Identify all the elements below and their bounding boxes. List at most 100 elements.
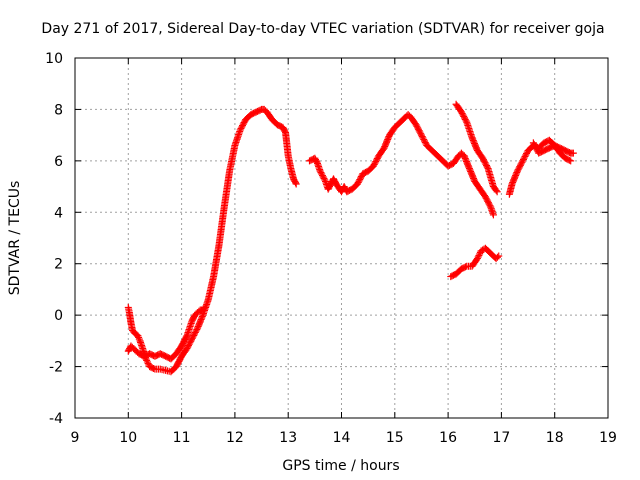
data-point <box>532 145 540 153</box>
x-tick-label: 12 <box>226 430 244 446</box>
data-point <box>479 154 487 162</box>
data-point <box>371 159 379 167</box>
data-point <box>320 174 328 182</box>
data-point <box>357 173 365 181</box>
data-point <box>532 143 540 151</box>
y-tick-label: -2 <box>49 360 63 376</box>
data-point <box>475 251 483 259</box>
data-point <box>421 138 429 146</box>
data-point <box>489 211 497 219</box>
data-point <box>372 158 380 166</box>
x-tick-label: 10 <box>119 430 137 446</box>
data-point <box>292 179 300 187</box>
series-track-4 <box>452 100 501 196</box>
data-point <box>482 160 490 168</box>
data-point <box>480 157 488 165</box>
data-point <box>238 123 246 131</box>
data-point <box>319 173 327 181</box>
x-tick-label: 14 <box>333 430 351 446</box>
series-track-2-main <box>124 105 300 376</box>
data-point <box>458 109 466 117</box>
data-marks <box>124 100 577 376</box>
data-point <box>417 131 425 139</box>
data-point <box>292 180 300 188</box>
x-tick-label: 15 <box>386 430 404 446</box>
data-point <box>419 134 427 142</box>
data-point <box>317 169 325 177</box>
data-point <box>239 120 247 128</box>
grid-lines <box>75 58 608 418</box>
data-point <box>459 111 467 119</box>
data-point <box>486 202 494 210</box>
data-point <box>183 345 191 353</box>
series-track-6 <box>505 136 575 198</box>
data-point <box>483 162 491 170</box>
data-point <box>370 161 378 169</box>
data-point <box>188 334 196 342</box>
x-tick-label: 9 <box>71 430 80 446</box>
data-point <box>513 167 521 175</box>
x-axis-label: GPS time / hours <box>282 458 399 474</box>
data-point <box>357 174 365 182</box>
data-point <box>474 253 482 261</box>
data-point <box>493 253 501 261</box>
data-point <box>191 330 199 338</box>
data-point <box>239 122 247 130</box>
data-point <box>516 163 524 171</box>
data-point <box>144 359 152 367</box>
data-point <box>191 328 199 336</box>
data-point <box>318 170 326 178</box>
data-point <box>567 157 575 165</box>
data-point <box>473 255 481 263</box>
data-point <box>415 127 423 135</box>
x-tick-label: 13 <box>279 430 297 446</box>
data-point <box>190 331 198 339</box>
y-tick-label: -4 <box>49 411 63 427</box>
data-point <box>353 180 361 188</box>
data-point <box>414 124 422 132</box>
data-point <box>460 114 468 122</box>
axes: 9 10 11 12 13 14 15 16 17 18 19 -4 -2 0 2 4 6 8 10 <box>45 51 617 446</box>
data-point <box>143 358 151 366</box>
data-point <box>514 166 522 174</box>
data-point <box>519 157 527 165</box>
data-point <box>373 155 381 163</box>
data-point <box>186 339 194 347</box>
x-tick-label: 16 <box>439 430 457 446</box>
data-point <box>369 162 377 170</box>
series-track-7 <box>529 139 577 157</box>
data-point <box>481 159 489 167</box>
y-tick-label: 6 <box>54 154 63 170</box>
data-point <box>185 340 193 348</box>
data-point <box>517 160 525 168</box>
data-point <box>187 337 195 345</box>
data-point <box>485 200 493 208</box>
data-point <box>516 161 524 169</box>
data-point <box>355 177 363 185</box>
data-point <box>316 167 324 175</box>
y-tick-label: 2 <box>54 257 63 273</box>
data-point <box>150 365 158 372</box>
x-tick-label: 19 <box>599 430 617 446</box>
data-point <box>521 152 529 160</box>
data-point <box>515 164 523 172</box>
data-point <box>143 356 151 364</box>
data-point <box>457 108 465 116</box>
data-point <box>418 133 426 141</box>
data-point <box>531 142 539 150</box>
data-point <box>414 125 422 133</box>
data-point <box>519 155 527 163</box>
chart-title: Day 271 of 2017, Sidereal Day-to-day VTE… <box>41 21 604 37</box>
y-tick-label: 4 <box>54 205 63 221</box>
data-point <box>413 122 421 130</box>
data-point <box>482 194 490 202</box>
data-point <box>529 139 537 147</box>
data-point <box>460 112 468 120</box>
data-point <box>412 121 420 129</box>
series-track-3 <box>306 111 497 219</box>
data-point <box>135 335 143 343</box>
data-point <box>321 176 329 184</box>
data-point <box>417 130 425 138</box>
y-tick-label: 8 <box>54 102 63 118</box>
data-point <box>481 193 489 201</box>
